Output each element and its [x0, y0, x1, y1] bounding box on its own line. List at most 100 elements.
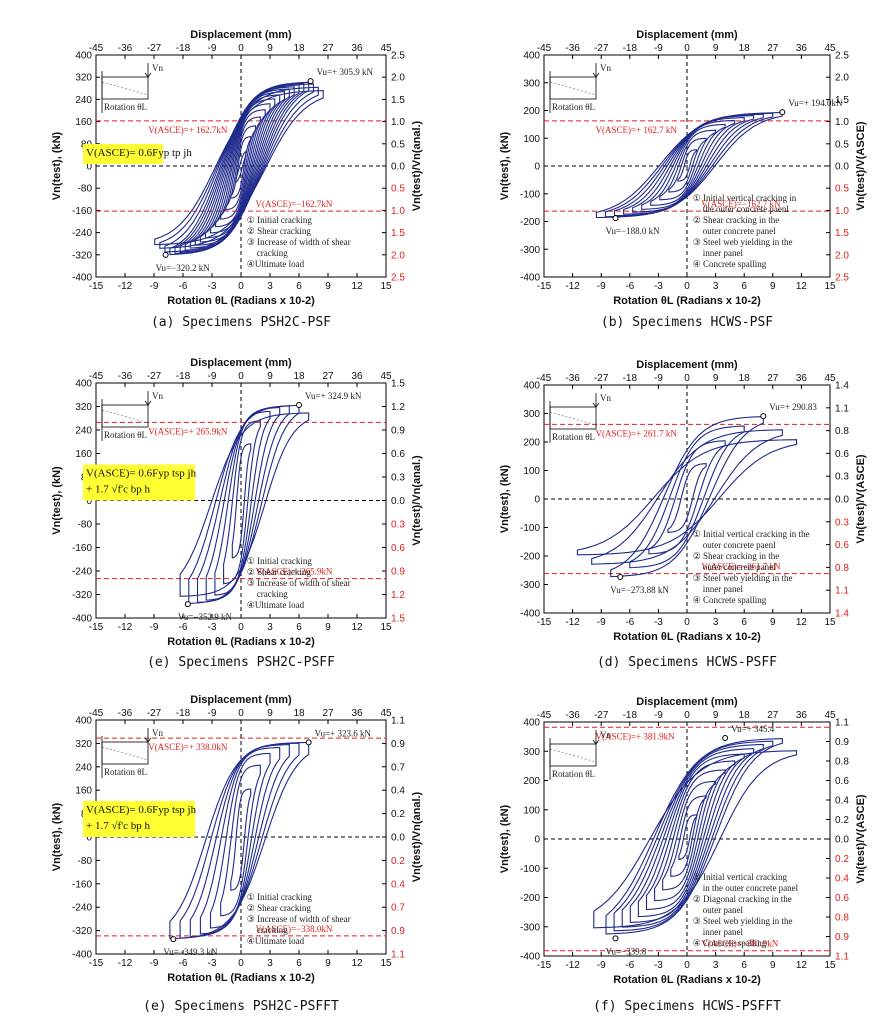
hysteresis-curve [595, 111, 783, 219]
y2-tick-label: 0.0 [391, 162, 405, 173]
x-tick-label: 3 [267, 281, 273, 292]
crack-stage-legend-item: outer concrete panel [703, 562, 776, 572]
y-tick-label: -400 [520, 273, 540, 284]
x-tick-label: 9 [325, 622, 331, 633]
crack-stage-legend-item: in the outer concrete panel [703, 883, 799, 893]
x-tick-label: 15 [824, 281, 836, 292]
x2-tick-label: -9 [208, 43, 217, 54]
crack-stage-legend-item: inner panel [703, 927, 744, 937]
x-tick-label: 15 [380, 281, 392, 292]
y2-tick-label: 0.7 [391, 903, 405, 914]
x2-tick-label: -27 [147, 43, 162, 54]
x2-tick-label: -27 [147, 708, 162, 719]
crack-stage-legend-item: ③ Steel web yielding in the [693, 916, 793, 926]
hysteresis-loop [667, 463, 707, 533]
x-tick-label: 12 [796, 617, 808, 628]
crack-stage-legend-item: ③ Steel web yielding in the [693, 237, 793, 247]
crack-stage-legend-item: ② Shear cracking in the [693, 215, 780, 225]
x-tick-label: 9 [770, 960, 776, 971]
y-tick-label: 200 [523, 776, 540, 787]
x2-tick-label: -18 [623, 710, 638, 721]
y-tick-label: -160 [72, 543, 92, 554]
x-tick-label: -3 [208, 958, 217, 969]
crack-stage-legend-item: outer panel [703, 905, 744, 915]
x-tick-label: 3 [713, 617, 719, 628]
x2-tick-label: 36 [351, 708, 363, 719]
x-tick-label: 6 [741, 281, 747, 292]
x-tick-label: 9 [325, 281, 331, 292]
x2-tick-label: 45 [824, 43, 836, 54]
peak-positive-label: Vu=+ 324.9 kN [305, 391, 362, 401]
y2-tick-label: 1.0 [835, 117, 849, 128]
x-tick-label: -12 [565, 960, 580, 971]
x-axis-title: Rotation θL (Radians x 10-2) [613, 295, 761, 307]
y-tick-label: -300 [520, 922, 540, 933]
y-tick-label: 160 [75, 117, 92, 128]
x2-tick-label: -36 [565, 710, 580, 721]
x2-tick-label: 27 [322, 708, 334, 719]
asce-reference-label: V(ASCE)=+ 162.7kN [148, 125, 228, 135]
x-tick-label: -3 [654, 960, 663, 971]
asce-reference-label: V(ASCE)=+ 162.7 kN [595, 125, 677, 135]
asce-formula-line: V(ASCE)= 0.6Fyp tp jh [86, 147, 192, 159]
y-tick-label: -100 [520, 864, 540, 875]
y2-tick-label: 1.4 [835, 381, 849, 392]
x2-tick-label: 0 [238, 43, 244, 54]
crack-stage-legend-item: ② Shear cracking in the [693, 551, 780, 561]
y-tick-label: -200 [520, 552, 540, 563]
peak-negative-label: Vu=−349.3 kN [163, 947, 218, 957]
crack-stage-legend-item: ④ Concrete spalling [693, 259, 767, 269]
asce-reference-label: V(ASCE)=−338.0kN [256, 924, 333, 934]
y2-tick-label: 1.0 [835, 206, 849, 217]
x-tick-label: -6 [625, 281, 634, 292]
y2-tick-label: 1.1 [391, 716, 405, 727]
crack-stage-legend-item: inner panel [703, 248, 744, 258]
y2-tick-label: 2.5 [835, 51, 849, 62]
inset-deformed-line [101, 81, 149, 96]
panel-caption: (d) Specimens HCWS-PSFF [597, 655, 777, 670]
crack-stage-legend-item: cracking [257, 589, 288, 599]
peak-positive-point [296, 402, 302, 409]
y-tick-label: -320 [72, 926, 92, 937]
y2-tick-label: 0.5 [835, 139, 849, 150]
x2-tick-label: 18 [739, 710, 751, 721]
inset-panel [549, 406, 597, 430]
y-tick-label: 400 [75, 379, 92, 390]
y-tick-label: -240 [72, 567, 92, 578]
y-tick-label: 300 [523, 78, 540, 89]
y-axis-title: Vn(test), (kN) [499, 804, 511, 873]
crack-stage-legend-item: ④Ultimate load [247, 600, 305, 610]
peak-positive-point [307, 78, 314, 85]
asce-reference-label: V(ASCE)=−162.7 kN [701, 199, 781, 209]
formula-highlight [83, 801, 195, 837]
y2-tick-label: 0.0 [391, 833, 405, 844]
hysteresis-loop [654, 769, 726, 902]
x-tick-label: 3 [713, 960, 719, 971]
x2-tick-label: 18 [739, 373, 751, 384]
peak-negative-label: Vu=−320.2 kN [156, 263, 211, 273]
x-tick-label: -9 [150, 958, 159, 969]
y2-tick-label: 0.2 [835, 815, 849, 826]
inset-panel [549, 76, 597, 100]
chart-panel: -15 -12 -9 -6 -3 0 3 6 9 12 15-45 -36 -27 -18 -9 0 9 18 27… [51, 29, 423, 330]
x-tick-label: 12 [796, 960, 808, 971]
hysteresis-loop [641, 119, 736, 210]
hysteresis-loop [610, 416, 764, 578]
x-tick-label: 15 [380, 622, 392, 633]
crack-stage-legend-item: the outer concrete paenl [703, 204, 790, 214]
y-axis-title: Vn(test), (kN) [51, 131, 63, 200]
x2-tick-label: -36 [118, 708, 133, 719]
x2-tick-label: 45 [824, 373, 836, 384]
x-tick-label: 12 [351, 622, 363, 633]
y2-axis-title: Vn(test)/V(ASCE) [855, 794, 867, 884]
x2-tick-label: 36 [796, 43, 808, 54]
x-tick-label: 12 [351, 958, 363, 969]
y2-axis-title: Vn(test)/Vn(anal.) [411, 455, 423, 546]
specimen-inset-sketch: Vn Rotation θL [101, 391, 163, 441]
x2-tick-label: 36 [351, 43, 363, 54]
inset-rotation-label: Rotation θL [552, 432, 595, 442]
x-tick-label: 0 [238, 281, 244, 292]
y2-tick-label: 2.5 [391, 273, 405, 284]
x-tick-label: 12 [351, 281, 363, 292]
x2-tick-label: -18 [176, 371, 191, 382]
